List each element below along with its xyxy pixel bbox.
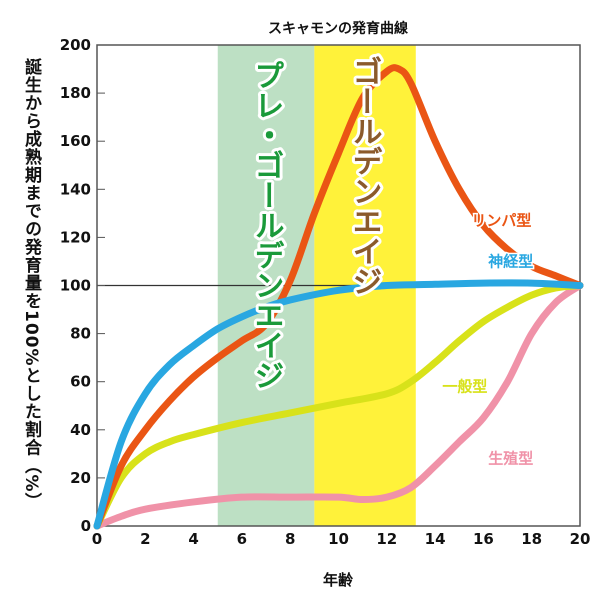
series-label: 生殖型 bbox=[488, 449, 533, 467]
x-tick-label: 8 bbox=[285, 530, 295, 548]
x-tick-label: 10 bbox=[328, 530, 349, 548]
series-label: 一般型 bbox=[442, 377, 487, 395]
x-tick-label: 14 bbox=[425, 530, 446, 548]
y-tick-label: 140 bbox=[60, 180, 91, 198]
series-line-2 bbox=[93, 282, 584, 530]
x-axis-label: 年齢 bbox=[323, 571, 354, 589]
y-tick-label: 200 bbox=[60, 36, 91, 54]
y-tick-label: 180 bbox=[60, 84, 91, 102]
x-tick-label: 2 bbox=[140, 530, 150, 548]
y-tick-label: 100 bbox=[60, 277, 91, 295]
x-tick-label: 4 bbox=[188, 530, 198, 548]
x-tick-label: 20 bbox=[570, 530, 591, 548]
x-tick-label: 16 bbox=[473, 530, 494, 548]
y-tick-label: 60 bbox=[70, 373, 91, 391]
x-tick-label: 12 bbox=[376, 530, 397, 548]
x-tick-label: 6 bbox=[237, 530, 247, 548]
series-line-0 bbox=[93, 64, 584, 530]
series-line-3 bbox=[93, 282, 584, 530]
x-tick-label: 0 bbox=[92, 530, 102, 548]
y-tick-label: 40 bbox=[70, 421, 91, 439]
y-tick-label: 80 bbox=[70, 325, 91, 343]
y-tick-label: 160 bbox=[60, 132, 91, 150]
y-tick-label: 0 bbox=[81, 517, 91, 535]
y-tick-label: 20 bbox=[70, 469, 91, 487]
series-label: 神経型 bbox=[488, 252, 533, 270]
chart-title: スキャモンの発育曲線 bbox=[268, 20, 408, 37]
series-line-1 bbox=[93, 279, 584, 530]
y-axis-label: 誕生から成熟期までの発育量を100%とした割合（%） bbox=[21, 58, 41, 511]
series-label: リンパ型 bbox=[471, 211, 531, 229]
x-tick-label: 18 bbox=[521, 530, 542, 548]
band-label-0: プレ・ゴールデンエイジ bbox=[249, 60, 284, 390]
band-label-1: ゴールデンエイジ bbox=[347, 55, 382, 296]
y-tick-label: 120 bbox=[60, 228, 91, 246]
